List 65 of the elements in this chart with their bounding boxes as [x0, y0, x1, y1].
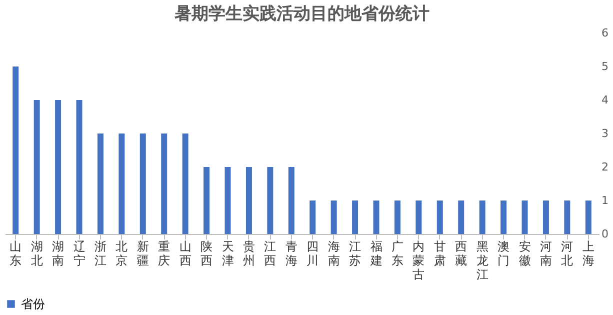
bar: [373, 200, 380, 234]
bar: [34, 100, 40, 234]
bar: [542, 200, 549, 234]
bar: [310, 200, 316, 234]
y-tick-label: 6: [602, 26, 608, 40]
x-tick-label: 重庆: [158, 240, 170, 268]
x-tick-label: 江苏: [349, 240, 362, 268]
bar: [288, 167, 294, 234]
bar: [140, 134, 146, 234]
x-tick-label: 辽宁: [73, 240, 86, 268]
bar: [500, 200, 507, 234]
bar: [416, 200, 422, 234]
bar: [267, 167, 274, 234]
bar: [394, 200, 400, 234]
bar: [76, 100, 82, 234]
bar: [564, 200, 570, 234]
y-tick-label: 4: [602, 94, 608, 106]
y-tick-label: 3: [602, 127, 608, 140]
legend-label: 省份: [21, 297, 45, 311]
x-tick-label: 上海: [582, 240, 594, 268]
bar: [12, 66, 19, 234]
x-tick-label: 湖北: [30, 240, 43, 268]
x-tick-label: 福建: [369, 240, 382, 268]
x-tick-label: 浙江: [94, 240, 106, 268]
y-tick-label: 2: [602, 160, 608, 174]
bar: [458, 200, 464, 234]
chart-title: 暑期学生实践活动目的地省份统计: [174, 4, 430, 24]
x-tick-label: 内蒙古: [412, 240, 425, 282]
bar: [479, 200, 486, 234]
x-tick-label: 贵州: [242, 240, 255, 268]
x-tick-label: 青海: [285, 240, 298, 268]
y-tick-label: 0: [602, 228, 608, 240]
x-tick-label: 陕西: [200, 240, 213, 268]
bar: [118, 134, 125, 234]
x-tick-label: 河北: [561, 240, 574, 268]
bar: [585, 200, 592, 234]
y-tick-label: 5: [602, 60, 608, 73]
x-tick-label: 湖南: [52, 240, 64, 268]
bar: [352, 200, 358, 234]
x-tick-label: 澳门: [498, 240, 510, 268]
x-tick-label: 天津: [222, 240, 234, 268]
x-tick-label: 甘肃: [434, 240, 446, 268]
bar: [224, 167, 231, 234]
bar: [246, 167, 252, 234]
x-tick-label: 江西: [264, 240, 276, 268]
x-tick-label: 海南: [328, 240, 340, 268]
bar: [97, 134, 104, 234]
x-tick-label: 河南: [540, 240, 552, 268]
x-tick-label: 山东: [10, 240, 22, 268]
x-tick-label: 安徽: [518, 240, 531, 268]
bar: [182, 134, 188, 234]
bar: [161, 134, 168, 234]
x-tick-label: 北京: [116, 240, 128, 268]
bar: [522, 200, 528, 234]
bar: [55, 100, 62, 234]
x-tick-label: 四川: [306, 240, 319, 268]
bar: [330, 200, 337, 234]
bar: [436, 200, 443, 234]
x-tick-label: 西藏: [455, 240, 468, 268]
x-tick-label: 广东: [391, 240, 404, 268]
x-tick-label: 新疆: [136, 240, 149, 268]
x-tick-label: 山西: [179, 240, 192, 268]
y-tick-label: 1: [602, 194, 608, 207]
x-tick-label: 黑龙江: [476, 240, 488, 282]
bar: [204, 167, 210, 234]
